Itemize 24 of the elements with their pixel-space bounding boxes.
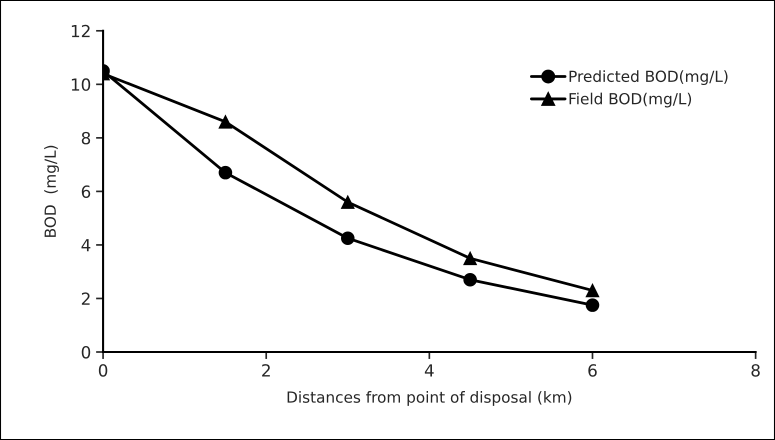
y-tick-label: 4 (81, 239, 90, 252)
y-tick-label: 10 (72, 78, 90, 91)
y-axis-title: BOD (mg/L) (44, 146, 59, 237)
legend-label: Field BOD(mg/L) (570, 92, 692, 108)
point (341, 195, 355, 209)
point (463, 252, 477, 266)
x-tick-label: 4 (424, 364, 434, 376)
x-tick-label: 6 (588, 364, 597, 377)
x-tick-label: 2 (262, 364, 270, 376)
y-tick-label: 0 (82, 346, 90, 359)
point (218, 115, 232, 129)
point (586, 284, 600, 298)
y-tick-label: 6 (82, 185, 90, 198)
point (218, 166, 232, 180)
x-axis-title: Distances from point of disposal (km) (288, 391, 572, 406)
point (341, 231, 355, 246)
y-tick-label: 8 (82, 132, 90, 144)
y-tick-label: 12 (72, 24, 90, 38)
point (463, 272, 477, 286)
point (586, 298, 600, 312)
legend-label: Predicted BOD(mg/L) (570, 70, 728, 86)
y-tick-label: 2 (82, 292, 90, 305)
x-tick-label: 8 (751, 364, 760, 377)
x-tick-label: 0 (98, 364, 108, 377)
